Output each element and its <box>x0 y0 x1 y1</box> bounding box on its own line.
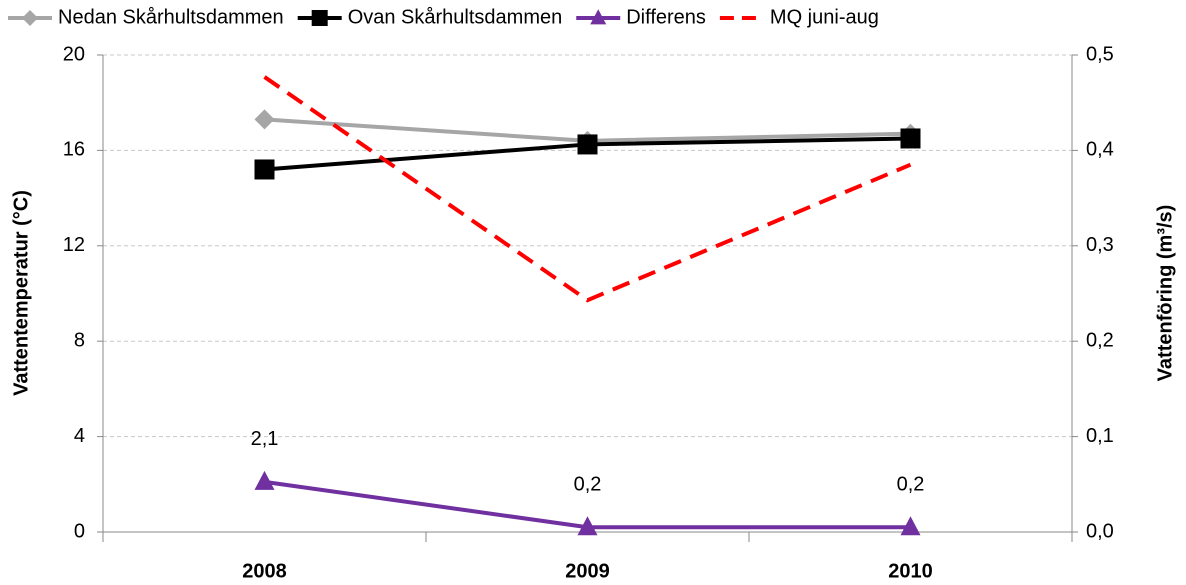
legend-marker <box>311 10 328 26</box>
y-tick-label: 20 <box>63 43 85 65</box>
y2-tick-label: 0,3 <box>1086 234 1114 256</box>
point-marker <box>900 516 921 536</box>
data-label: 0,2 <box>574 474 602 496</box>
legend-label: Differens <box>626 6 706 28</box>
point-marker <box>900 128 921 149</box>
y-tick-label: 0 <box>74 520 85 542</box>
series-line <box>263 75 912 303</box>
y-tick-label: 16 <box>63 139 85 161</box>
point-marker <box>254 470 275 490</box>
x-tick-label: 2010 <box>888 560 933 582</box>
y-axis-title: Vattentemperatur (°C) <box>10 190 32 396</box>
y2-axis-title: Vattenföring (m³/s) <box>1154 205 1176 382</box>
y2-tick-label: 0,4 <box>1086 139 1114 161</box>
legend-label: MQ juni-aug <box>770 6 879 28</box>
y2-tick-label: 0,0 <box>1086 520 1114 542</box>
point-marker <box>254 109 275 130</box>
y-tick-label: 8 <box>74 329 85 351</box>
legend-marker <box>22 10 38 26</box>
legend-label: Nedan Skårhultsdammen <box>58 6 284 28</box>
x-tick-label: 2009 <box>565 560 610 582</box>
x-tick-label: 2008 <box>242 560 287 582</box>
legend-marker <box>590 9 607 25</box>
y-tick-label: 4 <box>74 425 85 447</box>
point-marker <box>577 516 598 536</box>
data-label: 0,2 <box>897 474 925 496</box>
y2-tick-label: 0,1 <box>1086 425 1114 447</box>
point-marker <box>254 159 275 180</box>
data-label: 2,1 <box>251 428 279 450</box>
point-marker <box>577 134 598 155</box>
legend-label: Ovan Skårhultsdammen <box>348 6 563 28</box>
y-tick-label: 12 <box>63 234 85 256</box>
y2-tick-label: 0,2 <box>1086 329 1114 351</box>
y2-tick-label: 0,5 <box>1086 43 1114 65</box>
